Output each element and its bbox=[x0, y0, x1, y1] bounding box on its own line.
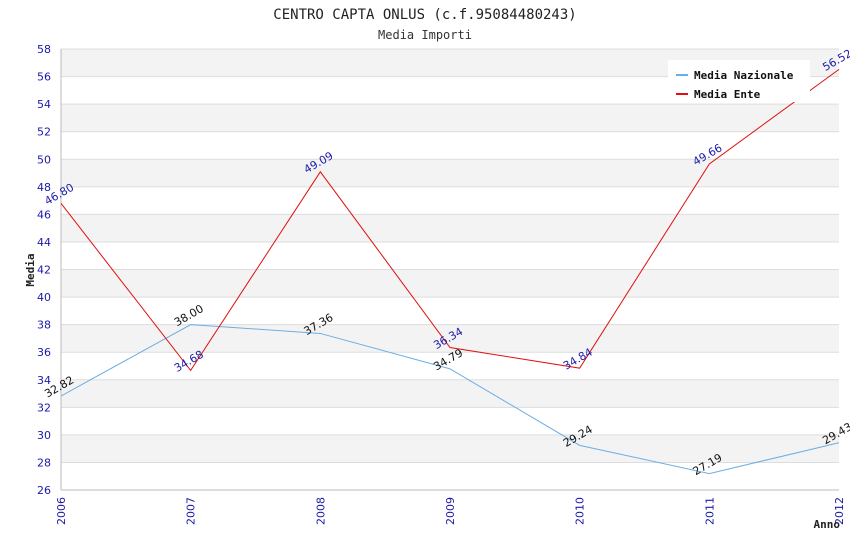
y-tick-label: 58 bbox=[37, 43, 51, 56]
grid-band bbox=[61, 269, 839, 298]
chart-title: CENTRO CAPTA ONLUS (c.f.95084480243) bbox=[273, 7, 576, 23]
y-tick-label: 40 bbox=[37, 291, 51, 304]
y-tick-label: 32 bbox=[37, 401, 51, 414]
legend: Media Nazionale Media Ente bbox=[668, 60, 810, 102]
x-tick-label: 2006 bbox=[55, 497, 68, 525]
y-axis-label: Media bbox=[24, 253, 37, 286]
y-tick-label: 30 bbox=[37, 429, 51, 442]
grid-band bbox=[61, 104, 839, 132]
y-tick-label: 42 bbox=[37, 264, 51, 277]
y-tick-label: 36 bbox=[37, 346, 51, 359]
x-axis-label: Anno bbox=[814, 518, 841, 531]
grid-band bbox=[61, 434, 839, 463]
y-tick-label: 50 bbox=[37, 153, 51, 166]
grid-band bbox=[61, 214, 839, 242]
y-tick-label: 44 bbox=[37, 236, 51, 249]
x-tick-label: 2012 bbox=[833, 497, 846, 525]
x-tick-label: 2010 bbox=[574, 497, 587, 525]
x-tick-label: 2008 bbox=[314, 497, 327, 525]
axes bbox=[60, 49, 839, 491]
legend-entry: Media Nazionale bbox=[694, 69, 794, 82]
x-tick-label: 2007 bbox=[185, 497, 198, 525]
y-axis-ticks: 26 28 30 32 34 36 38 40 42 44 46 48 50 52 54 56 58 bbox=[37, 43, 51, 497]
grid-band bbox=[61, 131, 839, 160]
y-tick-label: 28 bbox=[37, 456, 51, 469]
y-tick-label: 52 bbox=[37, 126, 51, 139]
legend-box bbox=[668, 60, 810, 102]
grid-bands bbox=[61, 48, 839, 491]
y-tick-label: 54 bbox=[37, 98, 51, 111]
grid-band bbox=[61, 462, 839, 490]
grid-band bbox=[61, 159, 839, 187]
grid-band bbox=[61, 241, 839, 270]
y-tick-label: 46 bbox=[37, 208, 51, 221]
series-line-media-ente bbox=[60, 68, 840, 372]
x-axis-ticks: 2006 2007 2008 2009 2010 2011 2012 bbox=[55, 497, 846, 525]
x-tick-label: 2009 bbox=[444, 497, 457, 525]
legend-entry: Media Ente bbox=[694, 88, 761, 101]
series-lines bbox=[60, 68, 840, 475]
x-tick-label: 2011 bbox=[703, 497, 716, 525]
y-tick-label: 56 bbox=[37, 71, 51, 84]
grid-band bbox=[61, 186, 839, 215]
y-tick-label: 48 bbox=[37, 181, 51, 194]
grid-band bbox=[61, 297, 839, 325]
y-tick-label: 34 bbox=[37, 374, 51, 387]
y-tick-label: 26 bbox=[37, 484, 51, 497]
grid-band bbox=[61, 352, 839, 380]
y-tick-label: 38 bbox=[37, 319, 51, 332]
chart-subtitle: Media Importi bbox=[378, 28, 472, 42]
series-line-media-nazionale bbox=[60, 324, 840, 475]
grid-band bbox=[61, 407, 839, 435]
grid-band bbox=[61, 379, 839, 408]
